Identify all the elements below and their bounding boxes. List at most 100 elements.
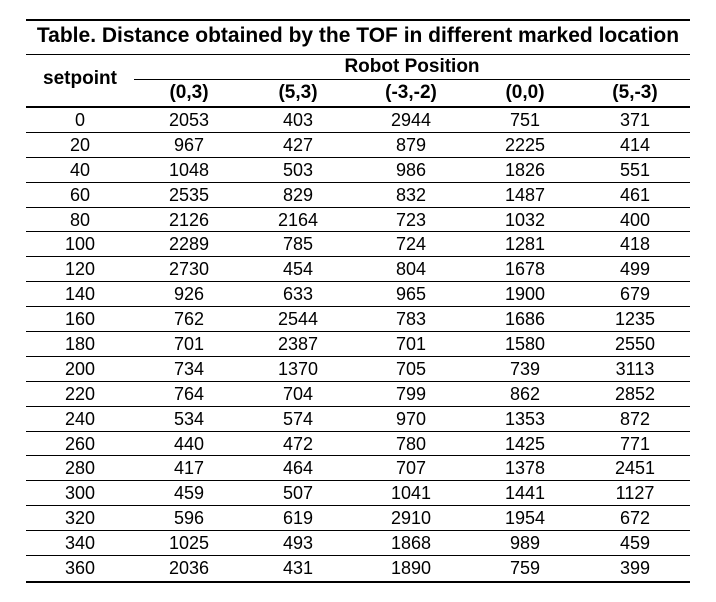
column-header: (0,3) bbox=[169, 82, 209, 103]
distance-cell: 2910 bbox=[390, 508, 432, 529]
distance-cell: 829 bbox=[282, 184, 314, 205]
setpoint-cell: 320 bbox=[64, 508, 96, 529]
distance-cell: 1487 bbox=[504, 184, 546, 205]
table-row: 340 1025 493 1868 989 459 bbox=[26, 531, 690, 557]
distance-cell: 499 bbox=[619, 259, 651, 280]
distance-cell: 799 bbox=[395, 383, 427, 404]
table-row: 80 2126 2164 723 1032 400 bbox=[26, 208, 690, 233]
distance-cell: 1353 bbox=[504, 408, 546, 429]
distance-cell: 2944 bbox=[390, 110, 432, 130]
table-body: 0 2053 403 2944 751 371 20 967 427 879 2225 414 40 10… bbox=[26, 108, 690, 581]
distance-cell: 493 bbox=[282, 533, 314, 554]
table-row: 60 2535 829 832 1487 461 bbox=[26, 183, 690, 208]
distance-cell: 780 bbox=[395, 433, 427, 454]
distance-cell: 1826 bbox=[504, 159, 546, 180]
distance-cell: 400 bbox=[619, 209, 651, 230]
setpoint-cell: 160 bbox=[64, 309, 96, 330]
table-row: 180 701 2387 701 1580 2550 bbox=[26, 332, 690, 357]
table-row: 100 2289 785 724 1281 418 bbox=[26, 232, 690, 258]
distance-cell: 1954 bbox=[504, 508, 546, 529]
distance-cell: 459 bbox=[619, 533, 651, 554]
distance-cell: 2164 bbox=[277, 209, 319, 230]
column-headers: (0,3) (5,3) (-3,-2) (0,0) (5,-3) bbox=[134, 80, 690, 106]
table-row: 300 459 507 1041 1441 1127 bbox=[26, 481, 690, 507]
setpoint-cell: 40 bbox=[69, 159, 91, 180]
distance-cell: 1032 bbox=[504, 209, 546, 230]
distance-cell: 3113 bbox=[615, 358, 655, 379]
table-row: 140 926 633 965 1900 679 bbox=[26, 282, 690, 308]
distance-cell: 2730 bbox=[168, 259, 210, 280]
table-title: Table. Distance obtained by the TOF in d… bbox=[36, 24, 680, 47]
setpoint-cell: 200 bbox=[64, 358, 96, 379]
distance-cell: 1890 bbox=[390, 558, 432, 579]
distance-cell: 707 bbox=[395, 458, 427, 479]
distance-cell: 739 bbox=[509, 358, 541, 379]
distance-cell: 804 bbox=[395, 259, 427, 280]
setpoint-cell: 20 bbox=[69, 134, 91, 155]
distance-cell: 464 bbox=[282, 458, 314, 479]
distance-cell: 399 bbox=[619, 558, 651, 579]
distance-cell: 454 bbox=[282, 259, 314, 280]
table-row: 200 734 1370 705 739 3113 bbox=[26, 357, 690, 382]
setpoint-cell: 300 bbox=[64, 483, 96, 504]
distance-cell: 1041 bbox=[390, 483, 432, 504]
distance-cell: 785 bbox=[282, 234, 314, 255]
distance-cell: 926 bbox=[173, 284, 205, 305]
distance-cell: 704 bbox=[282, 383, 314, 404]
distance-cell: 507 bbox=[282, 483, 314, 504]
distance-cell: 551 bbox=[619, 159, 651, 180]
setpoint-header: setpoint bbox=[43, 68, 117, 89]
distance-cell: 734 bbox=[173, 358, 205, 379]
distance-cell: 1048 bbox=[168, 159, 210, 180]
header-rule bbox=[26, 106, 690, 108]
distance-cell: 534 bbox=[173, 408, 205, 429]
distance-cell: 2036 bbox=[168, 558, 210, 579]
distance-cell: 2126 bbox=[168, 209, 210, 230]
distance-cell: 1378 bbox=[504, 458, 546, 479]
distance-cell: 503 bbox=[282, 159, 314, 180]
distance-cell: 619 bbox=[282, 508, 314, 529]
distance-cell: 965 bbox=[395, 284, 427, 305]
distance-cell: 751 bbox=[509, 110, 541, 130]
distance-cell: 701 bbox=[173, 334, 205, 355]
distance-cell: 1580 bbox=[504, 334, 546, 355]
distance-cell: 879 bbox=[395, 134, 427, 155]
distance-cell: 989 bbox=[509, 533, 541, 554]
distance-cell: 724 bbox=[395, 234, 427, 255]
table-row: 260 440 472 780 1425 771 bbox=[26, 432, 690, 457]
setpoint-cell: 100 bbox=[64, 234, 96, 255]
distance-cell: 771 bbox=[619, 433, 651, 454]
column-header: (0,0) bbox=[505, 82, 545, 103]
distance-cell: 371 bbox=[619, 110, 651, 130]
distance-cell: 418 bbox=[619, 234, 651, 255]
distance-cell: 1868 bbox=[390, 533, 432, 554]
distance-cell: 1425 bbox=[504, 433, 546, 454]
distance-cell: 417 bbox=[173, 458, 205, 479]
table-row: 320 596 619 2910 1954 672 bbox=[26, 506, 690, 532]
title-rule bbox=[26, 54, 690, 55]
distance-cell: 574 bbox=[282, 408, 314, 429]
table-row: 360 2036 431 1890 759 399 bbox=[26, 556, 690, 581]
distance-cell: 1678 bbox=[504, 259, 546, 280]
setpoint-cell: 80 bbox=[69, 209, 91, 230]
distance-cell: 986 bbox=[395, 159, 427, 180]
distance-cell: 2550 bbox=[614, 334, 656, 355]
distance-cell: 672 bbox=[619, 508, 651, 529]
table-row: 220 764 704 799 862 2852 bbox=[26, 382, 690, 407]
table-row: 160 762 2544 783 1686 1235 bbox=[26, 307, 690, 333]
setpoint-cell: 180 bbox=[64, 334, 96, 355]
distance-cell: 1281 bbox=[504, 234, 546, 255]
setpoint-cell: 280 bbox=[64, 458, 96, 479]
distance-cell: 723 bbox=[395, 209, 427, 230]
group-rule bbox=[134, 79, 690, 80]
distance-cell: 440 bbox=[173, 433, 205, 454]
distance-cell: 1900 bbox=[504, 284, 546, 305]
distance-cell: 427 bbox=[282, 134, 314, 155]
column-header: (-3,-2) bbox=[385, 82, 437, 103]
table-row: 120 2730 454 804 1678 499 bbox=[26, 257, 690, 283]
table-row: 40 1048 503 986 1826 551 bbox=[26, 158, 690, 183]
distance-cell: 472 bbox=[282, 433, 314, 454]
distance-cell: 832 bbox=[395, 184, 427, 205]
distance-cell: 431 bbox=[282, 558, 314, 579]
